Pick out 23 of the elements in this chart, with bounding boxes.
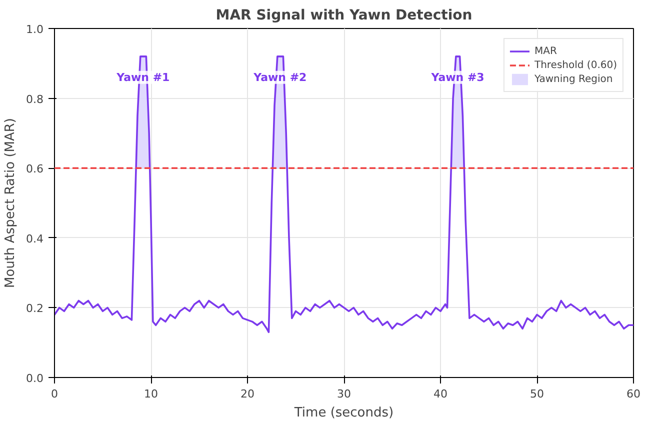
y-tick-label: 0.8 [26, 92, 44, 106]
legend-label: Yawning Region [534, 72, 613, 86]
annotation: Yawn #3 [430, 70, 484, 84]
legend-label: Threshold (0.60) [534, 58, 617, 72]
line-series [54, 56, 634, 334]
annotation: Yawn #1 [116, 70, 170, 84]
y-tick-label: 1.0 [26, 23, 44, 36]
y-tick-label: 0.4 [26, 232, 44, 246]
y-tick-label: 0.6 [26, 162, 44, 176]
x-tick-label: 20 [240, 388, 254, 400]
x-tick-label: 50 [530, 388, 544, 400]
x-tick-label: 30 [337, 388, 351, 400]
x-tick-label: 60 [626, 388, 640, 400]
legend-label: MAR [534, 44, 557, 58]
x-axis-title: Time (seconds) [293, 406, 394, 420]
chart-title: MAR Signal with Yawn Detection [216, 8, 472, 24]
x-tick-label: 0 [51, 388, 58, 400]
y-tick-label: 0.0 [26, 372, 44, 385]
x-tick-label: 10 [144, 388, 158, 400]
x-tick-label: 40 [434, 388, 448, 400]
annotation: Yawn #2 [252, 70, 307, 84]
y-axis-title: Mouth Aspect Ratio (MAR) [3, 118, 18, 288]
y-tick-label: 0.2 [26, 302, 44, 316]
